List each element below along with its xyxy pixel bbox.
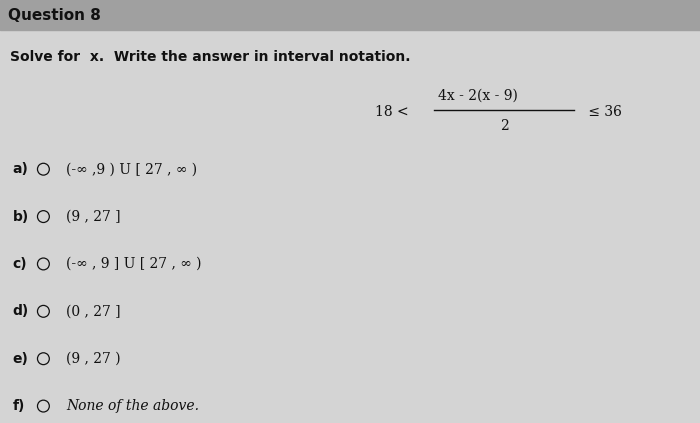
Text: e): e) bbox=[13, 352, 29, 366]
Text: (9 , 27 ]: (9 , 27 ] bbox=[66, 209, 121, 224]
Text: (9 , 27 ): (9 , 27 ) bbox=[66, 352, 121, 366]
Text: Question 8: Question 8 bbox=[8, 8, 101, 23]
Text: (0 , 27 ]: (0 , 27 ] bbox=[66, 304, 121, 319]
Text: 2: 2 bbox=[500, 119, 508, 133]
Text: (-∞ ,9 ) U [ 27 , ∞ ): (-∞ ,9 ) U [ 27 , ∞ ) bbox=[66, 162, 197, 176]
Text: c): c) bbox=[13, 257, 27, 271]
Text: Solve for  x.  Write the answer in interval notation.: Solve for x. Write the answer in interva… bbox=[10, 50, 411, 64]
Text: None of the above.: None of the above. bbox=[66, 399, 199, 413]
Text: f): f) bbox=[13, 399, 25, 413]
Text: 4x - 2(x - 9): 4x - 2(x - 9) bbox=[438, 89, 517, 103]
Text: 18 <: 18 < bbox=[375, 105, 413, 119]
Text: b): b) bbox=[13, 209, 29, 224]
Text: (-∞ , 9 ] U [ 27 , ∞ ): (-∞ , 9 ] U [ 27 , ∞ ) bbox=[66, 257, 202, 271]
Text: ≤ 36: ≤ 36 bbox=[584, 105, 622, 119]
FancyBboxPatch shape bbox=[0, 0, 700, 30]
Text: a): a) bbox=[13, 162, 29, 176]
Text: d): d) bbox=[13, 304, 29, 319]
